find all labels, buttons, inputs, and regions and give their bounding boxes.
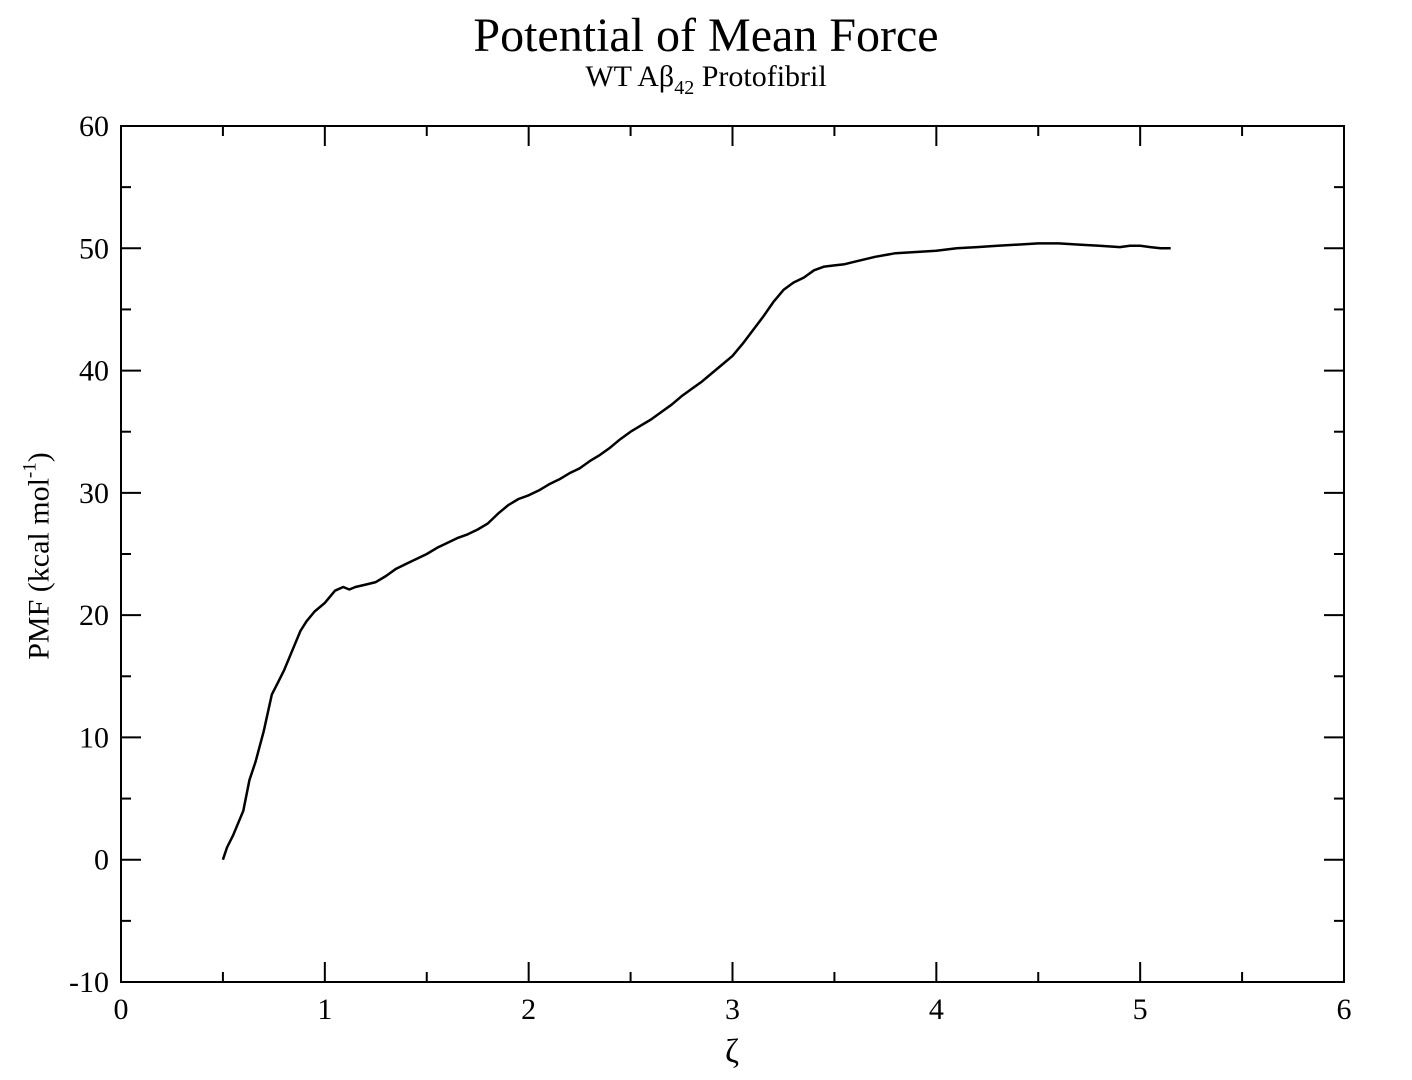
y-tick-label: 30 [79,477,109,510]
y-tick-label: 0 [94,844,109,877]
x-tick-label: 4 [929,993,944,1026]
chart-subtitle-prefix: WT Aβ [585,60,675,93]
y-tick-label: 10 [79,721,109,754]
x-tick-label: 2 [521,993,536,1026]
chart-title-block: Potential of Mean Force WT Aβ42 Protofib… [0,8,1412,103]
y-tick-label: 40 [79,355,109,388]
chart-subtitle-subscript: 42 [674,77,695,99]
x-tick-labels: 0 1 2 3 4 5 6 [114,993,1352,1026]
y-tick-labels: -10 0 10 20 30 40 50 60 [69,110,109,999]
y-tick-label: 50 [79,232,109,265]
y-tick-label: 20 [79,599,109,632]
x-tick-label: 6 [1337,993,1352,1026]
plot-frame [120,125,1345,983]
y-tick-label: 60 [79,110,109,143]
pmf-series-line [221,242,1171,861]
y-axis-label-suffix: ) [22,452,56,463]
x-tick-label: 1 [317,993,332,1026]
chart-subtitle-suffix: Protofibril [694,60,827,93]
x-axis-label: ζ [725,1033,739,1070]
y-axis-label-text: PMF (kcal mol [22,478,56,660]
x-tick-label: 0 [114,993,129,1026]
y-axis-label: PMF (kcal mol-1) [20,452,57,660]
chart-title: Potential of Mean Force [473,9,939,62]
y-axis-label-superscript: -1 [19,462,41,479]
y-tick-label: -10 [69,966,109,999]
axis-ticks [120,125,1345,983]
chart-subtitle: WT Aβ42 Protofibril [0,62,1412,103]
x-tick-label: 5 [1133,993,1148,1026]
x-tick-label: 3 [725,993,740,1026]
